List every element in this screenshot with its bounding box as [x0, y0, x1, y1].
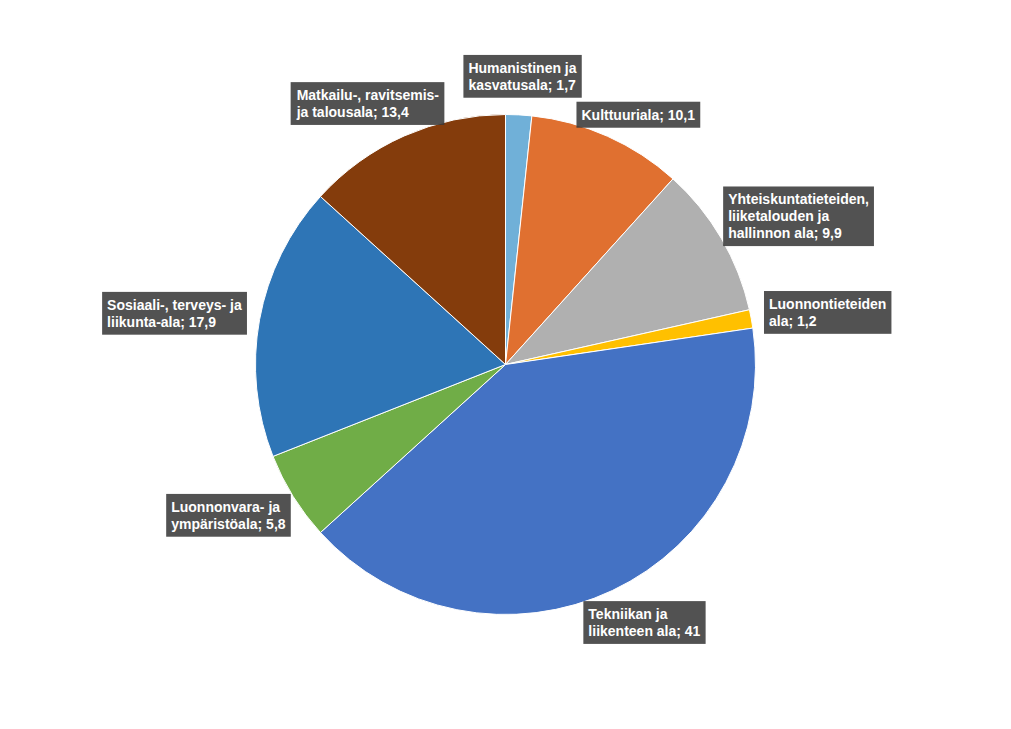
label-box: [291, 82, 445, 125]
slice-label: Sosiaali-, terveys- jaliikunta-ala; 17,9: [102, 292, 247, 335]
slice-label-text: Humanistinen jakasvatusala; 1,7: [468, 60, 576, 93]
slice-label: Matkailu-, ravitsemis-ja talousala; 13,4: [291, 82, 445, 125]
slice-label-text: Luonnontieteidenala; 1,2: [769, 296, 886, 329]
slice-label-text: Sosiaali-, terveys- jaliikunta-ala; 17,9: [107, 297, 242, 330]
slice-label-text: Luonnonvara- jaympäristöala; 5,8: [171, 499, 286, 532]
slice-label: Luonnonvara- jaympäristöala; 5,8: [166, 494, 291, 537]
slice-label: Tekniikan jaliikenteen ala; 41: [583, 601, 705, 644]
label-line: kasvatusala; 1,7: [468, 77, 576, 93]
label-box: [102, 292, 247, 335]
slice-label: Luonnontieteidenala; 1,2: [764, 291, 891, 334]
label-line: liiketalouden ja: [728, 208, 829, 224]
label-line: ja talousala; 13,4: [296, 104, 409, 120]
label-box: [463, 55, 581, 98]
slice-label: Humanistinen jakasvatusala; 1,7: [463, 55, 581, 98]
slice-label-text: Yhteiskuntatieteiden,liiketalouden jahal…: [728, 191, 869, 241]
label-line: Yhteiskuntatieteiden,: [728, 191, 869, 207]
label-line: Luonnonvara- ja: [171, 499, 280, 515]
slice-label: Kulttuuriala; 10,1: [576, 102, 700, 128]
label-line: Matkailu-, ravitsemis-: [297, 87, 440, 103]
label-line: Luonnontieteiden: [769, 296, 886, 312]
pie: [255, 115, 755, 615]
slice-label-text: Kulttuuriala; 10,1: [581, 107, 695, 123]
slice-label-text: Tekniikan jaliikenteen ala; 41: [588, 606, 700, 639]
label-line: hallinnon ala; 9,9: [728, 225, 842, 241]
label-line: liikunta-ala; 17,9: [107, 314, 216, 330]
label-line: ala; 1,2: [769, 313, 817, 329]
label-line: Humanistinen ja: [468, 60, 576, 76]
slice-label-text: Matkailu-, ravitsemis-ja talousala; 13,4: [296, 87, 440, 120]
label-line: Tekniikan ja: [588, 606, 667, 622]
label-box: [583, 601, 705, 644]
pie-slice: [320, 115, 505, 365]
label-box: [723, 186, 874, 246]
label-line: liikenteen ala; 41: [588, 623, 700, 639]
chart: Humanistinen jakasvatusala; 1,7 Kulttuuri…: [0, 0, 1011, 729]
label-line: Kulttuuriala; 10,1: [581, 107, 695, 123]
slice-label: Yhteiskuntatieteiden,liiketalouden jahal…: [723, 186, 874, 246]
label-line: Sosiaali-, terveys- ja: [107, 297, 242, 313]
label-box: [764, 291, 891, 334]
label-line: ympäristöala; 5,8: [171, 516, 286, 532]
labels: Humanistinen jakasvatusala; 1,7 Kulttuuri…: [102, 55, 891, 644]
label-box: [576, 102, 700, 128]
label-box: [166, 494, 291, 537]
